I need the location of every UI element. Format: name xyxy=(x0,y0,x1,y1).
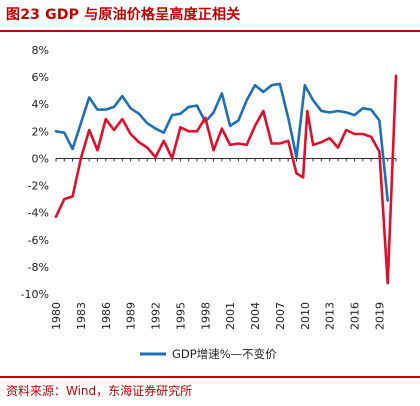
x-tick-label: 1986 xyxy=(100,302,113,330)
x-tick-label: 1989 xyxy=(125,302,138,330)
x-tick-label: 2010 xyxy=(299,302,312,330)
series-line-1 xyxy=(54,74,398,285)
x-tick-label: 1983 xyxy=(75,302,88,330)
y-tick-label: -10% xyxy=(21,288,49,301)
y-tick-label: -6% xyxy=(28,234,49,247)
x-tick-label: 2007 xyxy=(274,302,287,330)
source-note: 资料来源：Wind，东海证券研究所 xyxy=(6,384,193,398)
y-tick-label: 2% xyxy=(32,125,49,138)
y-tick-label: -4% xyxy=(28,207,49,220)
x-tick-label: 1992 xyxy=(150,302,163,330)
y-tick-label: -8% xyxy=(28,261,49,274)
footer-divider xyxy=(0,376,420,378)
line-chart: -10%-8%-6%-4%-2%0%2%4%6%8% 1980 1983 1986 1… xyxy=(21,44,398,361)
x-tick-label: 2016 xyxy=(349,302,362,330)
chart-legend: GDP增速%—不变价 xyxy=(140,347,277,361)
y-tick-label: 6% xyxy=(32,71,49,84)
legend-label: GDP增速%—不变价 xyxy=(172,347,277,361)
x-tick-label: 2013 xyxy=(324,302,337,330)
figure-title: 图23 GDP 与原油价格呈高度正相关 xyxy=(6,7,241,23)
x-tick-label: 1995 xyxy=(174,302,187,330)
x-tick-label: 1998 xyxy=(199,302,212,330)
x-tick-label: 1980 xyxy=(50,302,63,330)
x-axis: 1980 1983 1986 1989 1992 1995 1998 2001 2004 2007… xyxy=(50,157,397,330)
y-tick-label: 8% xyxy=(32,44,49,57)
x-tick-label: 2001 xyxy=(224,302,237,330)
y-axis-ticks: -10% -8% -6% -4% -2% 0% 2% 4% 6% 8% xyxy=(21,44,49,301)
title-divider xyxy=(0,30,420,32)
y-tick-label: -2% xyxy=(28,180,49,193)
series-layer xyxy=(54,74,398,285)
x-tick-label: 2019 xyxy=(373,302,386,330)
x-tick-label: 2004 xyxy=(249,302,262,330)
chart: -10% -8% -6% -4% -2% 0% 2% 4% 6% 8% 1980 1983 1986 1… xyxy=(0,32,420,374)
y-tick-label: 4% xyxy=(32,98,49,111)
y-tick-label: 0% xyxy=(32,152,49,165)
series-line-0 xyxy=(54,82,389,202)
